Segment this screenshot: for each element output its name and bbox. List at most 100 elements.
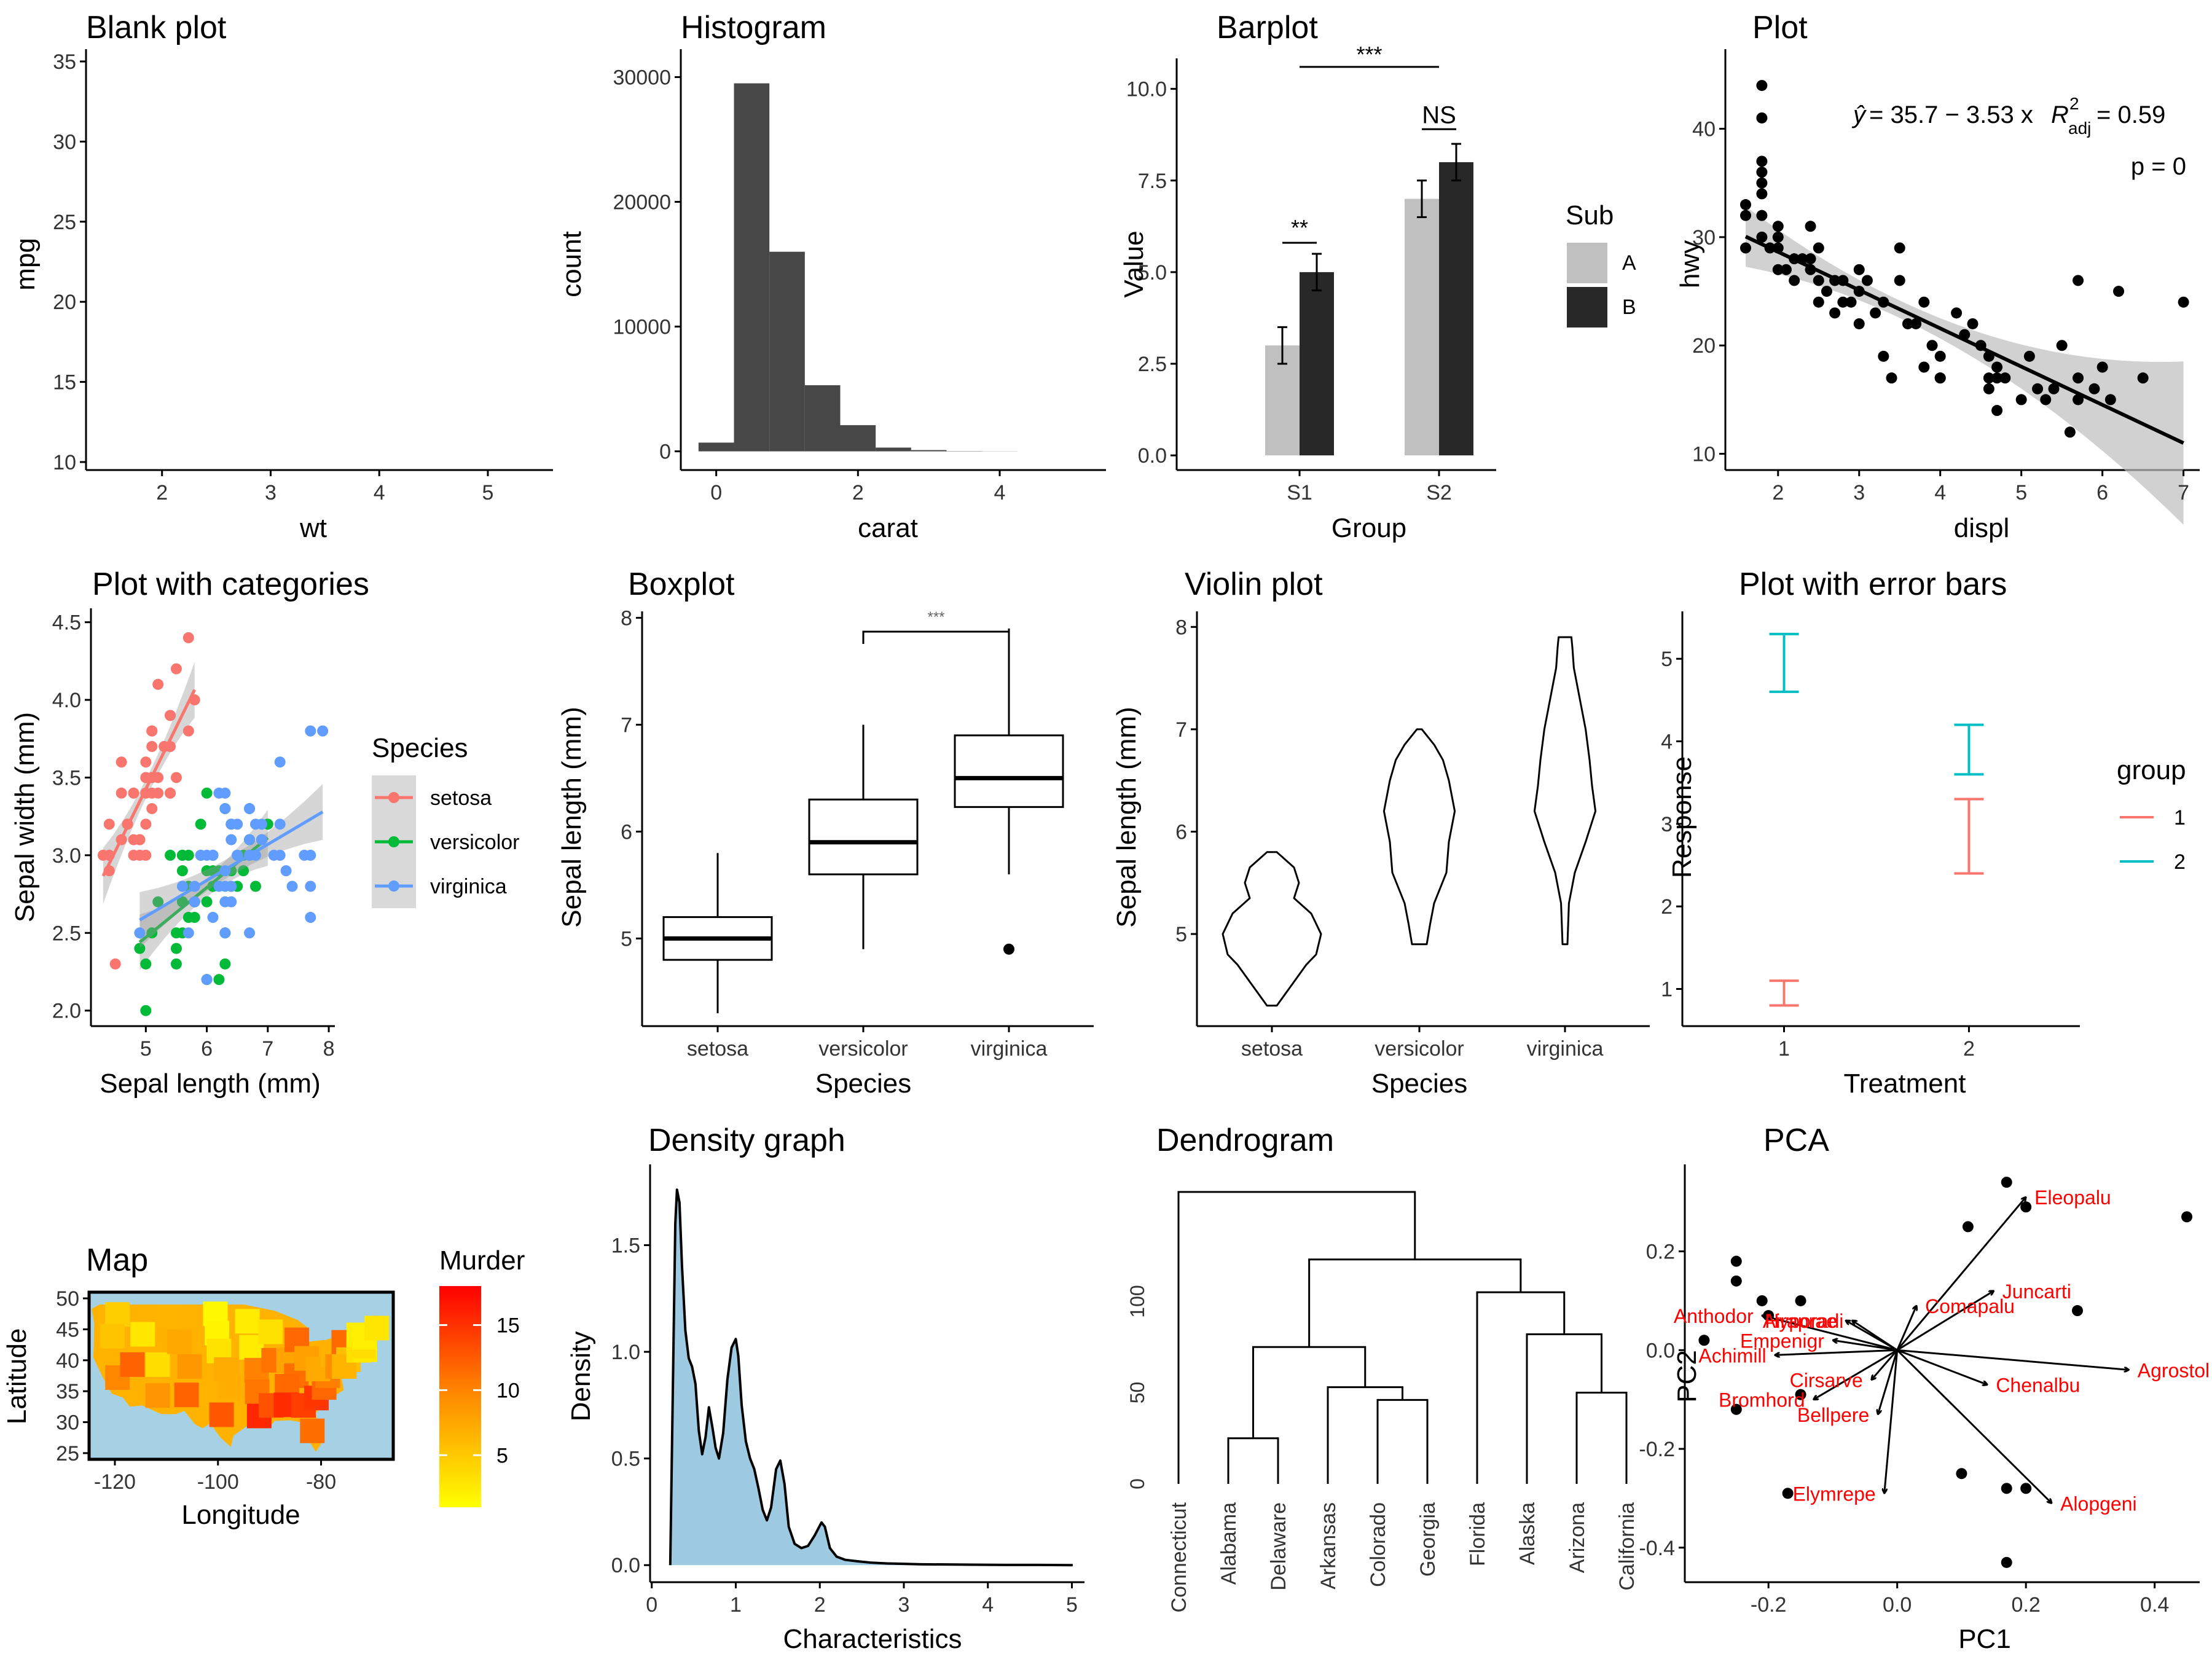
data-point [1739,242,1751,254]
x-tick-label: 0.2 [2012,1593,2041,1617]
data-point [1829,307,1841,319]
x-tick-label: 2 [1963,1037,1975,1061]
data-point [195,818,206,830]
data-point [305,912,316,924]
loading-label: Achimill [1698,1344,1766,1367]
histogram-bar [698,442,734,452]
x-tick-label: 6 [201,1037,213,1061]
x-tick-label: setosa [687,1037,748,1061]
y-tick-label: 2.5 [1138,353,1167,376]
data-point [286,880,298,892]
data-point [1894,275,1905,286]
state-cell [120,1352,145,1377]
boxplot-panel: Boxplot *** 5 6 7 8 setosa versicolor virginica S… [557,567,1094,1099]
y-axis-label: Sepal length (mm) [557,707,587,927]
chart-title: Plot [1752,10,1808,45]
x-tick-label: 2 [814,1593,826,1617]
chart-title: Barplot [1217,10,1318,45]
data-point [2040,394,2052,406]
legend-point [388,836,399,847]
fit-line [101,689,196,877]
data-point [219,896,231,908]
data-point [146,740,158,752]
y-tick-label: 3.0 [52,844,81,868]
data-point [1934,350,1946,362]
y-axis-label: hwy [1675,240,1705,288]
data-point [1951,307,1963,319]
regression-line [1744,235,2184,445]
sample-point [1795,1295,1806,1306]
series-2 [1769,632,1984,776]
data-point [195,849,206,861]
x-tick-label: 4 [374,481,385,504]
legend-point [388,792,399,803]
y-tick-label: 3.5 [52,766,81,790]
data-point [1983,383,1994,394]
sample-point [2001,1177,2012,1188]
y-tick-label: 30 [56,1411,79,1435]
x-tick-label: 5 [140,1037,152,1061]
x-axis-label: wt [299,513,327,543]
sample-point [1698,1335,1710,1346]
data-point [1902,318,1913,329]
y-tick-label: 6 [621,820,632,844]
series-1 [1769,798,1984,1007]
data-point [1813,296,1824,308]
x-tick-label: setosa [1241,1037,1303,1061]
y-tick-label: 1.0 [611,1341,640,1364]
data-point [219,803,231,815]
data-point [134,834,146,845]
density-line [669,1188,1073,1567]
data-point [2064,426,2076,438]
data-point [103,818,115,830]
data-point [1756,231,1768,243]
data-point [219,927,231,939]
loading-arrow [1846,1320,1898,1351]
y-tick-label: 4.0 [52,689,81,712]
state-cell [218,1375,243,1400]
y-tick-label: 20000 [613,190,671,214]
data-point [2137,372,2149,384]
data-point [2178,296,2189,308]
loading-arrow [1872,1349,1898,1379]
loading-arrow [1896,1349,2052,1503]
x-tick-label: versicolor [818,1037,908,1061]
equation-yhat: ŷ [1851,101,1867,128]
y-axis-label: Response [1667,756,1697,878]
data-point [140,1005,152,1016]
loading-arrow [1833,1340,1897,1351]
confidence-band [1745,206,2184,525]
legend-label: virginica [430,875,507,898]
x-tick-label: 0.0 [1883,1593,1912,1617]
x-tick-label: 3 [265,481,276,504]
state-cell [209,1402,234,1427]
data-point [274,818,286,830]
series-virginica [134,725,329,986]
y-tick-label: 10.0 [1126,78,1167,101]
bar [1300,272,1334,456]
significance-annotations: ** NS *** [1282,42,1456,244]
data-point [1983,372,1994,384]
sample-point [1730,1255,1742,1267]
x-axis-label: Species [1371,1069,1468,1099]
data-point [201,974,213,986]
x-tick-label: virginica [971,1037,1048,1061]
data-point [1772,231,1784,243]
data-point [182,849,194,861]
chart-title: Density graph [648,1123,845,1158]
loading-label: Alopgeni [2060,1492,2137,1515]
histogram-bars [698,83,1018,452]
data-point [140,756,152,768]
data-point [165,849,176,861]
y-tick-label: 7.5 [1138,170,1167,193]
dendrogram-link [1252,1346,1367,1438]
data-point [152,772,164,783]
histogram-bar [911,450,947,452]
data-point [1853,318,1865,329]
loading-arrow [1762,1316,1898,1351]
leaf-label: Arkansas [1317,1502,1340,1590]
data-point [226,834,237,845]
data-point [1756,167,1768,178]
dendrogram-link [1476,1291,1566,1484]
data-point [305,880,316,892]
